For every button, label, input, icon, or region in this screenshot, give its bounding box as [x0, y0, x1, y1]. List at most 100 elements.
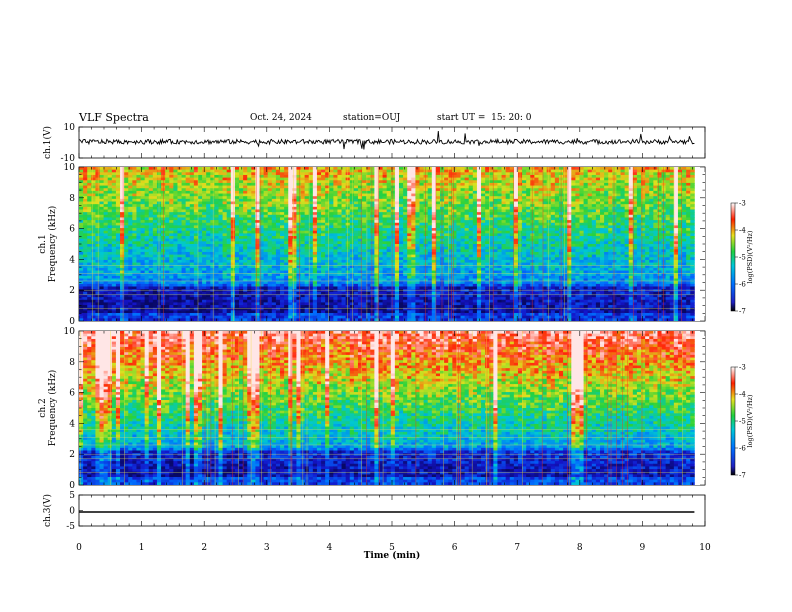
ch1-spec-cell [247, 236, 252, 240]
ch1-spec-cell [665, 214, 671, 218]
ch1-spec-cell [165, 212, 170, 216]
ch1-spec-cell [366, 233, 371, 237]
ch1-spec-cell [181, 206, 187, 210]
ch1-spec-cell [148, 209, 154, 213]
ch1-spec-cell [296, 201, 301, 205]
ch1-spec-cell [95, 185, 100, 189]
ch1-spec-cell [132, 185, 137, 189]
ch1-spec-cell [657, 204, 662, 208]
ch1-spec-cell [665, 198, 671, 202]
ch1-spec-cell [210, 217, 215, 221]
ch1-spec-cell [423, 209, 429, 213]
ch1-spec-cell [604, 180, 609, 184]
ch1-spec-cell [79, 236, 84, 240]
ch1-spec-cell [682, 214, 687, 218]
ch1-spec-cell [161, 244, 166, 248]
ch1-spec-cell [472, 204, 478, 208]
ch1-spec-cell [83, 180, 88, 184]
ch1-spec-cell [456, 249, 461, 253]
ch1-spec-cell [366, 212, 371, 216]
ch1-spec-cell [341, 214, 347, 218]
ch1-spec-cell [173, 236, 178, 240]
ch1-spec-cell [333, 185, 338, 189]
ch1-spec-cell [657, 225, 662, 229]
ch1-spec-cell [575, 236, 580, 240]
ch1-spec-cell [140, 185, 146, 189]
ch1-spec-cell [136, 172, 141, 176]
ch1-spec-cell [271, 206, 277, 210]
ch1-spec-cell [206, 169, 211, 173]
ch1-spec-cell [530, 214, 535, 218]
ch1-spec-cell [673, 238, 679, 242]
ch1-spec-cell [591, 188, 597, 192]
ch1-spec-cell [653, 209, 658, 213]
ch1-spec-cell [403, 169, 408, 173]
ch1-spec-cell [591, 241, 597, 245]
ch1-spec-cell [284, 172, 289, 176]
ch1-spec-cell [374, 167, 379, 171]
ch1-spec-cell [165, 246, 170, 250]
ch1-spec-cell [132, 246, 137, 250]
ch1-spec-cell [218, 214, 223, 218]
ch1-spec-cell [403, 167, 408, 171]
ch1-spec-cell [280, 169, 285, 173]
ch1-spec-cell [181, 180, 187, 184]
ch1-spec-cell [411, 190, 416, 194]
ch1-spec-cell [690, 244, 695, 248]
ch1-spec-cell [649, 204, 654, 208]
ch1-spec-cell [140, 180, 146, 184]
ch1-spec-cell [665, 230, 671, 234]
ch1-spec-cell [284, 217, 289, 221]
ch1-spec-cell [251, 238, 256, 242]
ch1-spec-cell [415, 220, 420, 224]
ch1-spec-cell [316, 190, 322, 194]
ch1-spec-cell [485, 185, 490, 189]
ch1-spec-cell [222, 201, 228, 205]
ch1-spec-cell [423, 220, 429, 224]
ch1-spec-cell [571, 220, 576, 224]
ch1-spec-cell [341, 220, 347, 224]
ch1-spec-cell [238, 246, 244, 250]
ch1-spec-cell [554, 249, 560, 253]
ch1-spec-cell [165, 217, 170, 221]
ch1-spec-cell [312, 177, 318, 181]
ch1-spec-cell [497, 217, 502, 221]
ch1-spec-cell [99, 188, 105, 192]
ch1-spec-cell [296, 180, 301, 184]
ch1-spec-cell [690, 188, 695, 192]
ch1-spec-cell [366, 230, 371, 234]
ch1-spec-cell [481, 220, 486, 224]
ch1-spec-cell [341, 172, 347, 176]
ch1-spec-cell [419, 238, 424, 242]
ch1-spec-cell [431, 174, 437, 179]
ch1-spec-cell [370, 204, 375, 208]
ch1-spec-cell [481, 225, 486, 229]
ch1-spec-cell [530, 228, 535, 232]
ch1-spec-cell [214, 201, 219, 205]
ch1-spec-cell [267, 198, 273, 202]
ch1-spec-cell [579, 201, 584, 205]
ch1-spec-cell [193, 182, 199, 186]
ch1-spec-cell [189, 220, 195, 224]
ch1-spec-cell [612, 236, 617, 240]
ch1-spec-cell [325, 249, 330, 253]
ch1-spec-cell [280, 177, 285, 181]
ch1-spec-cell [497, 185, 502, 189]
ch1-spec-cell [505, 217, 511, 221]
ch1-spec-cell [366, 228, 371, 232]
ch1-spec-cell [686, 214, 691, 218]
ch1-spec-cell [374, 230, 379, 234]
ch1-spec-cell [403, 246, 408, 250]
ch1-spec-cell [686, 238, 691, 242]
ch1-spec-cell [357, 228, 363, 232]
ch1-spec-cell [329, 204, 334, 208]
ch1-spec-cell [189, 241, 195, 245]
ch1-spec-cell [583, 190, 589, 194]
ch1-spec-cell [222, 241, 228, 245]
ch1-spec-cell [255, 217, 260, 221]
ch1-spec-cell [595, 233, 601, 237]
ch1-spec-cell [493, 185, 498, 189]
ch1-spec-cell [128, 217, 133, 221]
station-label: station=OUJ [343, 113, 401, 123]
ch1-spec-cell [526, 220, 531, 224]
